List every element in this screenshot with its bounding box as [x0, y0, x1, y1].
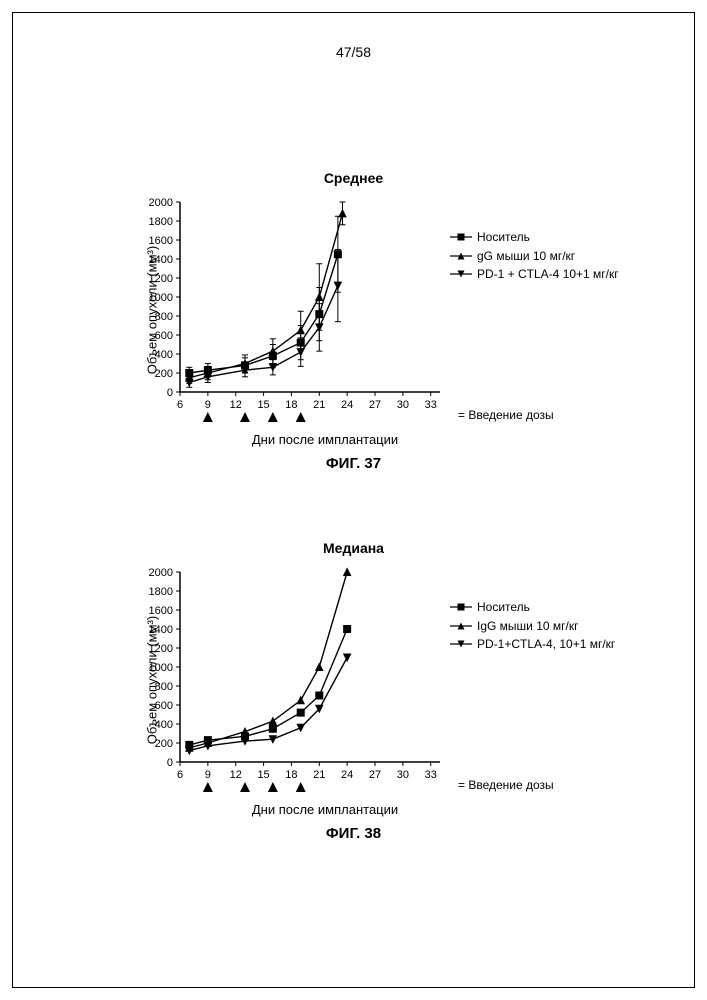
- figure-38: Медиана Объем опухоли (мм³) 020040060080…: [0, 540, 707, 842]
- figure-37-title: Среднее: [0, 170, 707, 186]
- svg-text:30: 30: [397, 769, 409, 781]
- svg-text:6: 6: [177, 769, 183, 781]
- figure-37-dose-note: = Введение дозы: [458, 408, 554, 422]
- svg-text:27: 27: [369, 399, 381, 411]
- legend-marker-triangle-down: [450, 269, 472, 279]
- svg-text:30: 30: [397, 399, 409, 411]
- svg-text:1800: 1800: [149, 216, 173, 228]
- figure-38-title: Медиана: [0, 540, 707, 556]
- legend-row: Носитель: [450, 228, 619, 247]
- legend-row: PD-1+CTLA-4, 10+1 мг/кг: [450, 635, 615, 654]
- legend-row: Носитель: [450, 598, 615, 617]
- figure-37-legend: НосительgG мыши 10 мг/кгPD-1 + CTLA-4 10…: [450, 228, 619, 284]
- legend-row: IgG мыши 10 мг/кг: [450, 617, 615, 636]
- svg-text:27: 27: [369, 769, 381, 781]
- svg-text:24: 24: [341, 399, 353, 411]
- figure-38-legend: НосительIgG мыши 10 мг/кгPD-1+CTLA-4, 10…: [450, 598, 615, 654]
- svg-text:15: 15: [257, 399, 269, 411]
- figure-38-chart-wrap: Объем опухоли (мм³) 02004006008001000120…: [0, 560, 707, 800]
- legend-label: gG мыши 10 мг/кг: [477, 247, 575, 266]
- legend-label: Носитель: [477, 598, 530, 617]
- figure-37-chart: 0200400600800100012001400160018002000691…: [118, 190, 468, 430]
- legend-label: PD-1+CTLA-4, 10+1 мг/кг: [477, 635, 615, 654]
- legend-marker-square: [450, 602, 472, 612]
- figure-37-chart-wrap: Объем опухоли (мм³) 02004006008001000120…: [0, 190, 707, 430]
- figure-38-ylabel: Объем опухоли (мм³): [145, 616, 160, 744]
- figure-37-caption: ФИГ. 37: [0, 455, 707, 472]
- legend-label: PD-1 + CTLA-4 10+1 мг/кг: [477, 265, 619, 284]
- svg-text:18: 18: [285, 399, 297, 411]
- svg-text:2000: 2000: [149, 567, 173, 579]
- svg-text:12: 12: [230, 399, 242, 411]
- svg-text:6: 6: [177, 399, 183, 411]
- svg-text:0: 0: [167, 757, 173, 769]
- legend-marker-triangle-up: [450, 251, 472, 261]
- svg-text:33: 33: [425, 769, 437, 781]
- svg-text:33: 33: [425, 399, 437, 411]
- figure-38-chart: 0200400600800100012001400160018002000691…: [118, 560, 468, 800]
- figure-37-xlabel: Дни после имплантации: [150, 432, 500, 447]
- page-number: 47/58: [0, 44, 707, 60]
- figure-38-dose-note: = Введение дозы: [458, 778, 554, 792]
- legend-marker-triangle-up: [450, 621, 472, 631]
- figure-38-caption: ФИГ. 38: [0, 825, 707, 842]
- figure-38-xlabel: Дни после имплантации: [150, 802, 500, 817]
- figure-37: Среднее Объем опухоли (мм³) 020040060080…: [0, 170, 707, 472]
- svg-text:0: 0: [167, 387, 173, 399]
- svg-text:1800: 1800: [149, 586, 173, 598]
- svg-text:24: 24: [341, 769, 353, 781]
- svg-text:9: 9: [205, 399, 211, 411]
- svg-text:15: 15: [257, 769, 269, 781]
- figure-37-ylabel: Объем опухоли (мм³): [145, 246, 160, 374]
- svg-text:18: 18: [285, 769, 297, 781]
- svg-text:2000: 2000: [149, 197, 173, 209]
- legend-label: IgG мыши 10 мг/кг: [477, 617, 578, 636]
- legend-label: Носитель: [477, 228, 530, 247]
- svg-text:12: 12: [230, 769, 242, 781]
- svg-text:21: 21: [313, 399, 325, 411]
- legend-row: gG мыши 10 мг/кг: [450, 247, 619, 266]
- legend-marker-square: [450, 232, 472, 242]
- svg-text:21: 21: [313, 769, 325, 781]
- legend-marker-triangle-down: [450, 639, 472, 649]
- svg-text:9: 9: [205, 769, 211, 781]
- legend-row: PD-1 + CTLA-4 10+1 мг/кг: [450, 265, 619, 284]
